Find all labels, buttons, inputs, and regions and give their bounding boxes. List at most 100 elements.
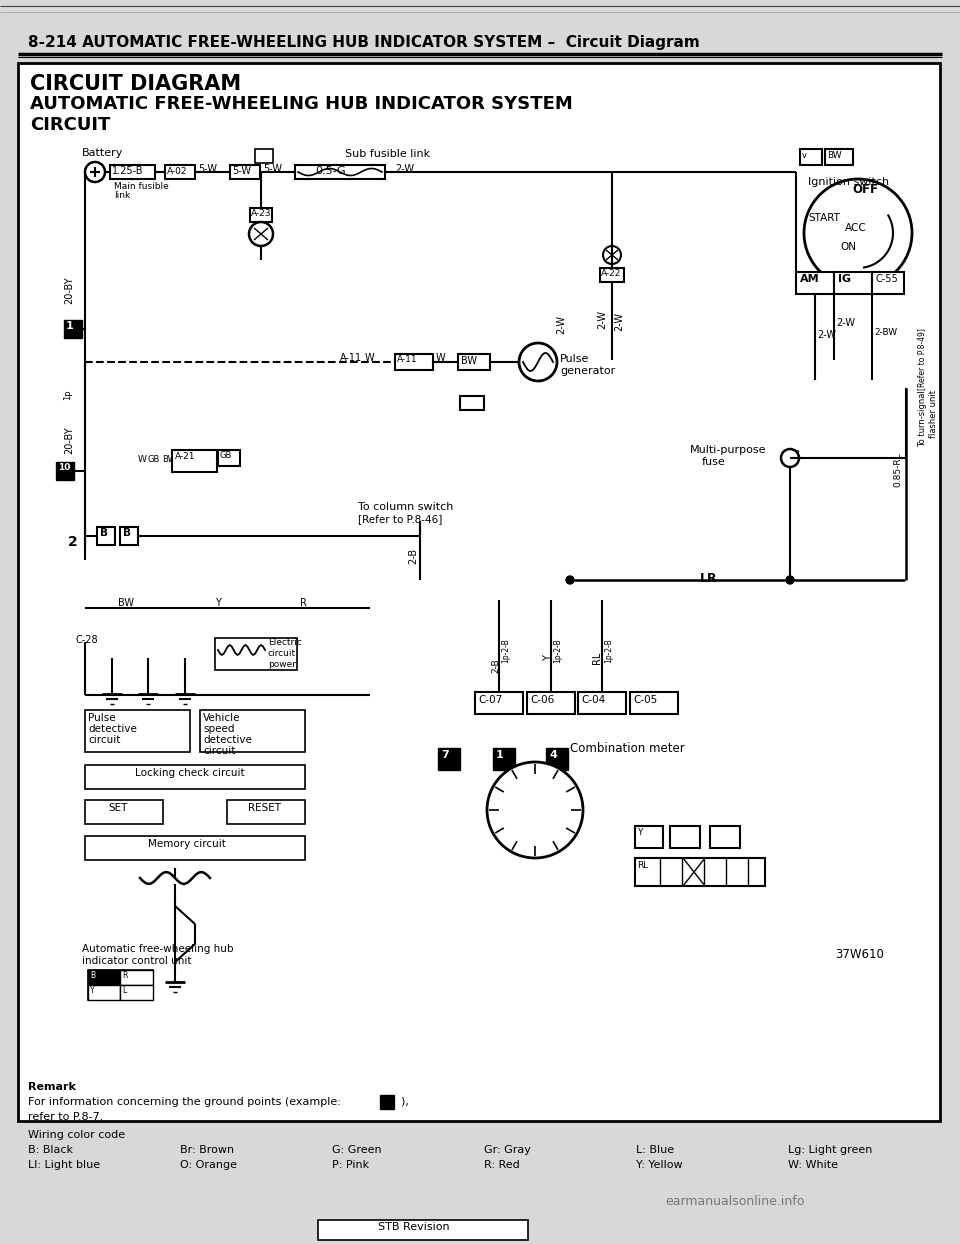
- Text: A-02: A-02: [167, 167, 187, 175]
- Text: C-06: C-06: [530, 695, 554, 705]
- Bar: [72, 488, 367, 943]
- Text: 1p-2-B: 1p-2-B: [604, 638, 613, 663]
- Bar: [546, 748, 568, 770]
- Circle shape: [781, 449, 799, 466]
- Bar: [872, 272, 904, 294]
- Bar: [218, 450, 240, 466]
- Bar: [635, 826, 663, 848]
- Bar: [438, 748, 460, 770]
- Text: BW: BW: [118, 598, 134, 608]
- Text: O: Orange: O: Orange: [180, 1159, 237, 1171]
- Bar: [88, 970, 120, 985]
- Text: RL: RL: [592, 652, 602, 664]
- Text: LR: LR: [700, 572, 718, 585]
- Bar: [85, 710, 190, 753]
- Text: W: W: [365, 353, 374, 363]
- Text: Br: Brown: Br: Brown: [180, 1144, 234, 1154]
- Bar: [527, 692, 575, 714]
- Text: A-11: A-11: [397, 356, 418, 364]
- Text: AUTOMATIC FREE-WHEELING HUB INDICATOR SYSTEM: AUTOMATIC FREE-WHEELING HUB INDICATOR SY…: [30, 95, 573, 113]
- Text: C-05: C-05: [633, 695, 658, 705]
- Circle shape: [603, 246, 621, 264]
- Text: Automatic free-wheeling hub: Automatic free-wheeling hub: [82, 944, 233, 954]
- Circle shape: [804, 179, 912, 287]
- Text: W: W: [138, 455, 147, 464]
- Text: Y: Yellow: Y: Yellow: [636, 1159, 683, 1171]
- Text: detective: detective: [203, 735, 252, 745]
- Bar: [318, 1220, 528, 1240]
- Bar: [800, 149, 822, 165]
- Text: 7: 7: [441, 749, 448, 760]
- Bar: [493, 748, 515, 770]
- Text: speed: speed: [203, 724, 234, 734]
- Bar: [227, 800, 305, 824]
- Text: ACC: ACC: [845, 223, 867, 233]
- Text: W: W: [436, 353, 445, 363]
- Text: Main fusible: Main fusible: [114, 182, 169, 192]
- Text: generator: generator: [560, 366, 615, 376]
- Bar: [110, 165, 155, 179]
- Text: circuit: circuit: [88, 735, 120, 745]
- Text: Locking check circuit: Locking check circuit: [135, 768, 245, 778]
- Text: 20-BY: 20-BY: [64, 276, 74, 304]
- Text: Y: Y: [90, 986, 95, 995]
- Text: GB: GB: [220, 452, 232, 460]
- Text: 1p-2-B: 1p-2-B: [501, 638, 510, 663]
- Text: 37W610: 37W610: [835, 948, 884, 962]
- Text: SET: SET: [108, 802, 128, 814]
- Text: CIRCUIT DIAGRAM: CIRCUIT DIAGRAM: [30, 73, 241, 95]
- Text: 2-B: 2-B: [408, 549, 418, 564]
- Text: To column switch: To column switch: [358, 503, 453, 513]
- Bar: [230, 165, 260, 179]
- Bar: [88, 985, 120, 1000]
- Text: 1: 1: [66, 321, 74, 331]
- Bar: [120, 985, 153, 1000]
- Bar: [120, 970, 153, 985]
- Text: fuse: fuse: [702, 457, 726, 466]
- Bar: [85, 836, 305, 860]
- Bar: [630, 692, 678, 714]
- Text: 3: 3: [793, 450, 799, 460]
- Text: flasher unit: flasher unit: [929, 391, 938, 438]
- Text: C-07: C-07: [478, 695, 502, 705]
- Text: Sub fusible link: Sub fusible link: [345, 149, 430, 159]
- Text: Y: Y: [637, 829, 642, 837]
- Text: B: B: [100, 529, 108, 539]
- Text: B: B: [90, 972, 95, 980]
- Text: A-23: A-23: [251, 209, 272, 218]
- Bar: [635, 858, 765, 886]
- Text: [Refer to P.8-49]: [Refer to P.8-49]: [917, 328, 926, 391]
- Text: 2-W: 2-W: [836, 318, 855, 328]
- Bar: [834, 272, 872, 294]
- Text: Pulse: Pulse: [88, 713, 115, 723]
- Text: Ll: Light blue: Ll: Light blue: [28, 1159, 100, 1171]
- Text: 5-W: 5-W: [263, 164, 282, 174]
- Text: 2-B: 2-B: [491, 658, 500, 673]
- Text: 0.85-RL: 0.85-RL: [893, 453, 902, 488]
- Text: 1p-2-B: 1p-2-B: [553, 638, 562, 663]
- Text: Vehicle: Vehicle: [203, 713, 241, 723]
- Text: L: Blue: L: Blue: [636, 1144, 674, 1154]
- Text: Electric: Electric: [268, 638, 301, 647]
- Circle shape: [249, 221, 273, 246]
- Bar: [255, 149, 273, 163]
- Bar: [710, 826, 740, 848]
- Text: OFF: OFF: [852, 183, 878, 197]
- Bar: [120, 527, 138, 545]
- Text: 2-BW: 2-BW: [874, 328, 898, 337]
- Bar: [380, 1095, 394, 1108]
- Text: 4: 4: [549, 749, 557, 760]
- Text: Multi-purpose: Multi-purpose: [690, 445, 766, 455]
- Bar: [670, 826, 700, 848]
- Text: Wiring color code: Wiring color code: [28, 1130, 125, 1140]
- Text: Combination meter: Combination meter: [570, 741, 684, 755]
- Bar: [18, 63, 940, 1121]
- Bar: [395, 355, 433, 369]
- Text: power: power: [268, 661, 296, 669]
- Text: A-22: A-22: [601, 269, 621, 277]
- Bar: [97, 527, 115, 545]
- Bar: [56, 462, 74, 480]
- Text: START: START: [808, 213, 840, 223]
- Text: [Refer to P.8-46]: [Refer to P.8-46]: [358, 514, 443, 524]
- Text: 20-BY: 20-BY: [64, 427, 74, 454]
